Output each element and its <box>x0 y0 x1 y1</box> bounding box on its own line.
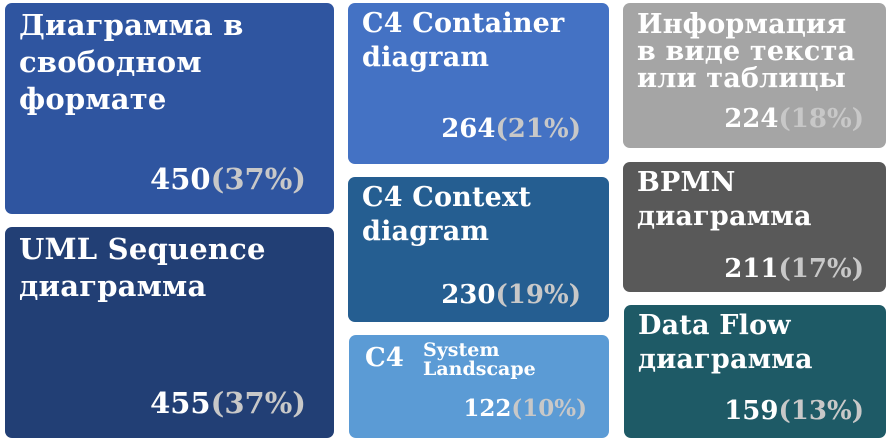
value-percent: (37%) <box>210 386 306 420</box>
tile-value: 224(18%) <box>724 104 864 134</box>
percent-text: 10% <box>522 395 577 422</box>
tile-label: C4 Context diagram <box>362 182 532 247</box>
tile-text-or-table: Информация в виде текста или таблицы 224… <box>623 3 886 148</box>
value-count: 224 <box>724 104 779 134</box>
value-count: 122 <box>463 395 512 422</box>
tile-c4-container: C4 Container diagram 264(21%) <box>348 3 609 164</box>
tile-label: Информация в виде текста или таблицы <box>637 9 856 94</box>
tile-value: 159(13%) <box>724 396 864 426</box>
tile-label: UML Sequence диаграмма <box>19 232 266 303</box>
value-count: 455 <box>150 386 211 420</box>
value-percent: (21%) <box>495 114 581 144</box>
value-percent: (13%) <box>778 396 864 426</box>
value-percent: (19%) <box>495 280 581 310</box>
tile-bpmn: BPMN диаграмма 211(17%) <box>623 162 886 292</box>
percent-text: 13% <box>790 396 852 426</box>
percent-text: 37% <box>224 386 293 420</box>
tile-label: Диаграмма в свободном формате <box>19 8 244 116</box>
tile-label: Data Flow диаграмма <box>638 310 813 375</box>
value-percent: (37%) <box>210 162 306 196</box>
value-count: 159 <box>724 396 779 426</box>
tile-c4-context: C4 Context diagram 230(19%) <box>348 177 609 322</box>
value-percent: (17%) <box>778 254 864 284</box>
percent-text: 19% <box>507 280 569 310</box>
tile-label: C4 Container diagram <box>362 8 565 73</box>
tile-value: 455(37%) <box>150 388 306 418</box>
tile-value: 264(21%) <box>441 114 581 144</box>
tile-label-sub: System Landscape <box>423 339 536 380</box>
tile-uml-sequence: UML Sequence диаграмма 455(37%) <box>5 227 334 438</box>
percent-text: 17% <box>790 254 852 284</box>
tile-value: 122(10%) <box>463 394 587 424</box>
value-count: 211 <box>724 254 779 284</box>
tile-value: 230(19%) <box>441 280 581 310</box>
value-percent: (10%) <box>511 395 587 422</box>
percent-text: 18% <box>790 104 852 134</box>
percent-text: 37% <box>224 162 293 196</box>
tile-c4-system-landscape: C4 System Landscape 122(10%) <box>349 335 609 438</box>
tile-data-flow: Data Flow диаграмма 159(13%) <box>624 305 886 438</box>
tile-free-form-diagram: Диаграмма в свободном формате 450(37%) <box>5 3 334 214</box>
value-count: 230 <box>441 280 496 310</box>
tile-label-main: C4 <box>365 343 404 373</box>
tile-value: 211(17%) <box>724 254 864 284</box>
tile-value: 450(37%) <box>150 164 306 194</box>
percent-text: 21% <box>507 114 569 144</box>
tile-label: BPMN диаграмма <box>637 167 812 232</box>
value-count: 264 <box>441 114 496 144</box>
value-count: 450 <box>150 162 211 196</box>
value-percent: (18%) <box>778 104 864 134</box>
